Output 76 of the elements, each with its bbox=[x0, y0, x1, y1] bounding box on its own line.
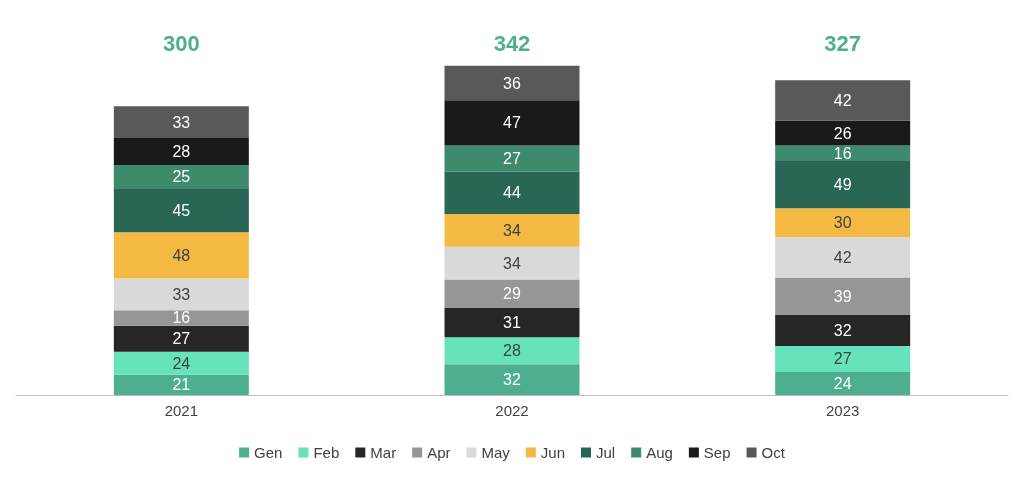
data-label: 47 bbox=[503, 114, 521, 132]
data-label: 32 bbox=[833, 321, 852, 339]
data-label: 28 bbox=[503, 342, 521, 360]
bar bbox=[775, 237, 911, 278]
data-label: 16 bbox=[172, 309, 191, 327]
legend-label: Aug bbox=[646, 444, 673, 461]
bar bbox=[444, 364, 580, 395]
data-label: 27 bbox=[172, 330, 191, 348]
data-label: 44 bbox=[503, 184, 521, 202]
data-label: 27 bbox=[503, 150, 521, 168]
bar bbox=[775, 277, 911, 316]
legend-label: Jul bbox=[596, 444, 616, 461]
x-tick-label: 2021 bbox=[164, 402, 199, 419]
data-label: 32 bbox=[503, 371, 521, 389]
bar bbox=[113, 164, 249, 189]
data-label: 21 bbox=[172, 376, 191, 394]
data-label: 33 bbox=[172, 285, 191, 303]
bar bbox=[775, 161, 911, 209]
bar bbox=[113, 232, 249, 279]
bar bbox=[775, 120, 911, 146]
bar bbox=[113, 374, 249, 395]
bar bbox=[444, 307, 580, 338]
data-label: 36 bbox=[503, 74, 521, 92]
data-label: 49 bbox=[833, 176, 852, 194]
data-label: 31 bbox=[503, 313, 521, 331]
legend-label: Feb bbox=[313, 444, 340, 461]
data-label: 34 bbox=[503, 254, 521, 272]
bar bbox=[775, 315, 911, 346]
data-label: 45 bbox=[172, 202, 191, 220]
data-label: 24 bbox=[833, 374, 852, 392]
legend-label: Mar bbox=[370, 444, 397, 461]
data-label: 34 bbox=[503, 221, 521, 239]
bar bbox=[444, 213, 580, 247]
bar bbox=[775, 208, 911, 238]
legend-label: Sep bbox=[703, 444, 731, 461]
total-label: 342 bbox=[493, 30, 531, 56]
bar bbox=[113, 106, 249, 138]
bar bbox=[444, 279, 580, 308]
data-label: 16 bbox=[833, 144, 852, 162]
data-label: 42 bbox=[833, 91, 852, 109]
bar bbox=[444, 145, 580, 172]
total-label: 300 bbox=[162, 30, 200, 56]
x-tick-label: 2023 bbox=[825, 402, 860, 419]
data-label: 48 bbox=[172, 246, 191, 264]
bar bbox=[444, 65, 580, 101]
bar bbox=[775, 145, 911, 162]
bar bbox=[444, 337, 580, 365]
data-label: 28 bbox=[172, 142, 191, 160]
legend-label: May bbox=[481, 444, 511, 461]
legend-label: Apr bbox=[427, 444, 451, 461]
data-label: 33 bbox=[172, 113, 191, 131]
bar bbox=[775, 80, 911, 121]
data-label: 39 bbox=[833, 287, 852, 305]
bar bbox=[444, 100, 580, 146]
bar bbox=[775, 371, 911, 395]
data-label: 29 bbox=[503, 284, 521, 302]
bar bbox=[113, 310, 249, 326]
bar bbox=[775, 345, 911, 372]
bar bbox=[113, 188, 249, 233]
legend-label: Gen bbox=[254, 444, 283, 461]
data-label: 26 bbox=[833, 124, 852, 142]
bar bbox=[113, 137, 249, 165]
legend-label: Oct bbox=[761, 444, 786, 461]
data-label: 42 bbox=[833, 248, 852, 266]
bar bbox=[113, 278, 249, 311]
bar bbox=[444, 246, 580, 280]
legend-label: Jun bbox=[540, 444, 566, 461]
bar bbox=[113, 351, 249, 375]
bar bbox=[113, 325, 249, 352]
total-label: 327 bbox=[824, 30, 862, 56]
data-label: 25 bbox=[172, 168, 191, 186]
data-label: 27 bbox=[833, 350, 852, 368]
data-label: 24 bbox=[172, 354, 191, 372]
data-label: 30 bbox=[833, 214, 852, 232]
x-tick-label: 2022 bbox=[495, 402, 529, 419]
bar bbox=[444, 171, 580, 214]
